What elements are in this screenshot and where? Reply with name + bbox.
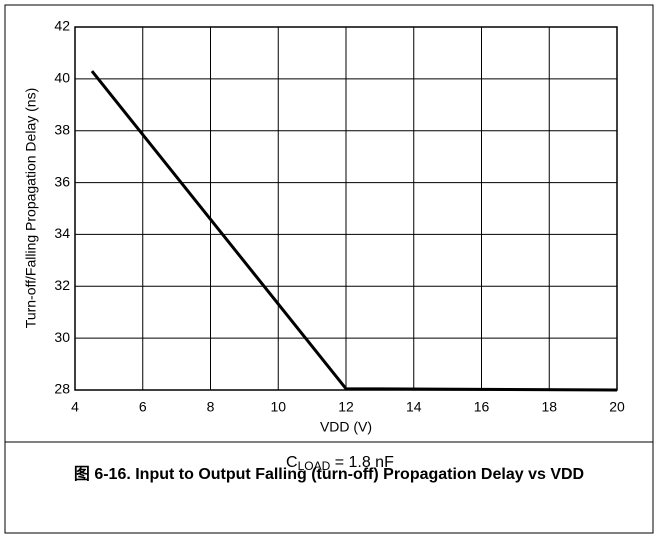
y-tick-label: 28 [54,381,70,397]
y-axis-label: Turn-off/Falling Propagation Delay (ns) [23,88,39,328]
annotation-text: = 1.8 nF [330,454,394,471]
annotation-sub: LOAD [298,459,331,473]
frame [4,4,654,534]
x-tick-label: 10 [270,399,286,415]
line [90,70,618,392]
caption: 图 6-16. Input to Output Falling (turn-of… [73,466,585,483]
x-tick-label: 8 [207,399,215,415]
x-tick-label: 4 [71,399,79,415]
y-tick-label: 30 [54,329,70,345]
x-tick-label: 20 [609,399,625,415]
annotation-base: C [286,454,298,471]
y-tick-label: 34 [54,225,70,241]
annotation: CLOAD = 1.8 nF [286,454,394,473]
y-tick-label: 42 [54,18,70,34]
x-tick-label: 18 [541,399,557,415]
y-tick-label: 36 [54,173,70,189]
x-tick-label: 16 [474,399,490,415]
x-tick-label: 14 [406,399,422,415]
x-tick-label: 6 [139,399,147,415]
y-tick-label: 38 [54,121,70,137]
y-tick-label: 40 [54,70,70,86]
y-tick-label: 32 [54,277,70,293]
x-axis-label: VDD (V) [320,419,372,435]
x-tick-label: 12 [338,399,354,415]
